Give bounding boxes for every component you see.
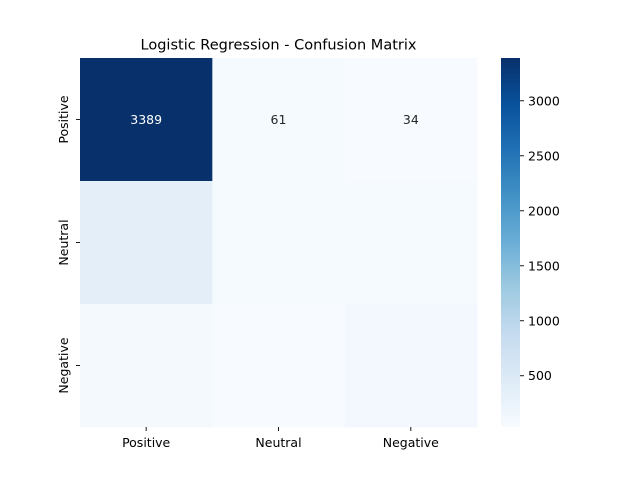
colorbar-tick-label: 3000 [528, 93, 560, 108]
heatmap-cell-negative-positive [80, 304, 213, 428]
x-axis: Positive Neutral Negative [122, 427, 439, 450]
heatmap-cell-positive-positive [80, 58, 213, 182]
y-axis: Positive Neutral Negative [56, 95, 80, 394]
cell-annotations: 3389 61 34 [130, 112, 419, 127]
colorbar-tick-label: 500 [528, 368, 552, 383]
colorbar [501, 58, 520, 427]
cell-annotation: 34 [403, 112, 419, 127]
colorbar-tick-label: 1000 [528, 313, 560, 328]
colorbar-tick-label: 2000 [528, 203, 560, 218]
colorbar-tick-label: 2500 [528, 148, 560, 163]
heatmap-cell-negative-negative [344, 304, 478, 428]
heatmap-cell-neutral-negative [344, 181, 478, 305]
heatmap-cell-positive-neutral [212, 58, 346, 182]
y-tick-label: Positive [56, 95, 71, 143]
y-tick-label: Neutral [56, 219, 71, 265]
x-tick-label: Positive [122, 435, 170, 450]
chart-title: Logistic Regression - Confusion Matrix [141, 38, 417, 54]
heatmap-cells [80, 58, 478, 428]
heatmap-cell-positive-negative [344, 58, 478, 182]
x-tick-label: Negative [383, 435, 439, 450]
heatmap-cell-neutral-positive [80, 181, 213, 305]
heatmap-cell-neutral-neutral [212, 181, 346, 305]
cell-annotation: 3389 [130, 112, 162, 127]
cell-annotation: 61 [271, 112, 287, 127]
heatmap-cell-negative-neutral [212, 304, 346, 428]
colorbar-ticks: 500 1000 1500 2000 2500 3000 [520, 93, 560, 383]
y-tick-label: Negative [56, 337, 71, 393]
colorbar-tick-label: 1500 [528, 258, 560, 273]
x-tick-label: Neutral [255, 435, 301, 450]
